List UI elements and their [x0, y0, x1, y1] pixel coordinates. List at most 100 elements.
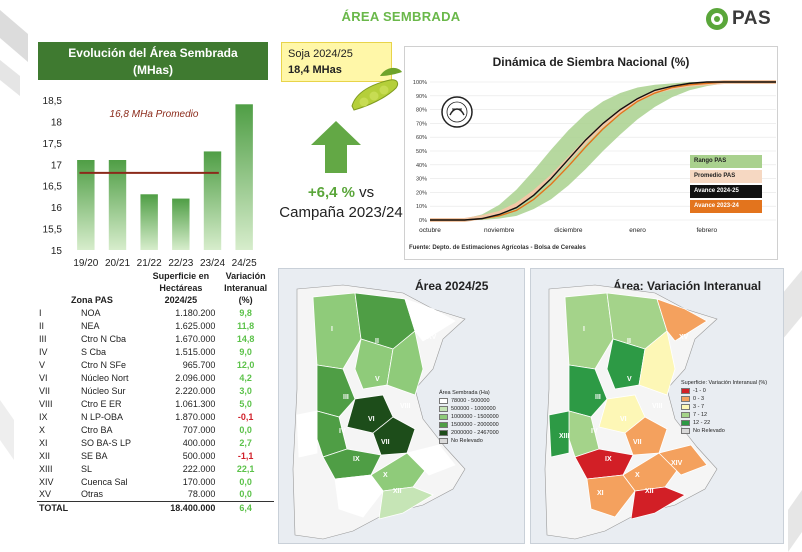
- table-row: X Ctro BA 707.000 0,0: [37, 423, 274, 436]
- table-row: I NOA 1.180.200 9,8: [37, 306, 274, 319]
- legend-swatch: [681, 404, 690, 410]
- cell-var: 3,0: [239, 385, 252, 396]
- cell-zona: NOA: [80, 307, 101, 318]
- cell-num: XIV: [39, 476, 54, 487]
- cell-num: VIII: [39, 398, 53, 409]
- map-zone-label: V: [627, 376, 632, 383]
- map-zone-label: IX: [605, 456, 612, 463]
- y-tick-label: 17: [51, 160, 63, 171]
- cell-sup: 1.870.000: [175, 411, 216, 422]
- x-tick-label: enero: [629, 227, 646, 234]
- cell-num: I: [39, 307, 42, 318]
- legend-swatch: [681, 428, 690, 434]
- decorative-chevrons-right: [782, 270, 802, 552]
- table-row: XII SE BA 500.000 -1,1: [37, 449, 274, 462]
- table-row: VIII Ctro E ER 1.061.300 5,0: [37, 397, 274, 410]
- legend-swatch: [439, 422, 448, 428]
- y-tick-label: 15: [51, 246, 63, 257]
- map-zone-label: IX: [353, 456, 360, 463]
- map-zone-label: VII: [381, 439, 390, 446]
- bar-21/22: [140, 194, 158, 250]
- map-zone-label: XII: [645, 488, 654, 495]
- map-zone-label: XIV: [671, 460, 683, 467]
- y-tick-label: 20%: [416, 190, 427, 196]
- map-zone-I: [564, 292, 614, 370]
- table-row: II NEA 1.625.000 11,8: [37, 319, 274, 332]
- pas-logo-text: PAS: [732, 8, 772, 29]
- cell-zona: Ctro BA: [80, 424, 113, 435]
- legend-label: 12 - 22: [693, 420, 711, 426]
- cell-sup: 18.400.000: [170, 502, 216, 513]
- map-zone-V: [606, 338, 646, 390]
- legend-label: -1 - 0: [693, 388, 706, 394]
- map-zone-XI: [586, 474, 636, 518]
- variation-value: +6,4 %: [307, 184, 355, 201]
- map-zone-XII: [378, 486, 434, 520]
- x-tick-label: 22/23: [168, 258, 193, 269]
- bar-chart-header: Evolución del Área Sembrada (MHas): [38, 42, 268, 80]
- map-area-title: Área 2024/25: [415, 279, 489, 293]
- table-row: VII Núcleo Sur 2.220.000 3,0: [37, 384, 274, 397]
- bar-19/20: [77, 160, 95, 250]
- y-tick-label: 50%: [416, 149, 427, 155]
- map-variation-legend-title: Superficie: Variación Interanual (%): [681, 380, 768, 386]
- legend-avance-2024-25: Avance 2024-25: [690, 185, 762, 198]
- cell-var: 0,0: [239, 476, 252, 487]
- y-tick-label: 30%: [416, 177, 427, 183]
- legend-avance-2023-24: Avance 2023-24: [690, 200, 762, 213]
- map-zone-XIII: [296, 410, 318, 458]
- map-zone-label: XV: [427, 334, 437, 341]
- variation-compare: Campaña 2023/24: [279, 204, 403, 221]
- pas-logo: PAS: [706, 8, 771, 30]
- map-zone-XIV: [658, 444, 708, 476]
- cell-var: 12,0: [236, 359, 255, 370]
- y-tick-label: 0%: [419, 218, 427, 224]
- map-legend-item: 0 - 3: [681, 395, 767, 403]
- legend-label: 1000000 - 1500000: [451, 414, 499, 420]
- map-area-legend-title: Área Sembrada (Ha): [439, 390, 490, 396]
- cell-var: 0,0: [239, 489, 252, 500]
- map-zone-label: XI: [345, 490, 352, 497]
- cell-sup: 1.180.200: [175, 307, 216, 318]
- cell-var: 9,8: [239, 307, 252, 318]
- cell-var: -1,1: [237, 450, 254, 461]
- map-zone-label: XII: [393, 488, 402, 495]
- map-zone-XIV: [406, 444, 456, 476]
- cell-zona: Otras: [80, 489, 103, 500]
- map-area-legend: Área Sembrada (Ha) 78000 - 500000 500000 …: [439, 389, 499, 445]
- x-tick-label: noviembre: [484, 227, 515, 234]
- map-variation-panel: Área: Variación Interanual (%) IIIIIIIVV…: [530, 268, 784, 544]
- map-legend-item: 7 - 12: [681, 411, 767, 419]
- map-zone-label: XV: [679, 334, 689, 341]
- cell-sup: 1.061.300: [175, 398, 216, 409]
- bar-chart-header-line1: Evolución del Área Sembrada: [68, 46, 238, 60]
- y-tick-label: 100%: [413, 80, 427, 86]
- cell-zona: Núcleo Sur: [80, 385, 126, 396]
- cell-sup: 1.515.000: [175, 346, 216, 357]
- cell-num: VII: [39, 385, 51, 396]
- table-row: III Ctro N Cba 1.670.000 14,8: [37, 332, 274, 345]
- soja-summary-box: Soja 2024/25 18,4 MHas: [281, 42, 392, 82]
- planting-dynamics-legend: Rango PAS Promedio PAS Avance 2024-25 Av…: [690, 155, 762, 215]
- legend-swatch: [681, 420, 690, 426]
- map-zone-IX: [574, 448, 634, 480]
- map-zone-XV: [656, 298, 708, 342]
- cell-num: XII: [39, 450, 51, 461]
- map-zone-III: [568, 364, 608, 418]
- x-tick-label: febrero: [696, 227, 717, 234]
- table-total-row: TOTAL 18.400.000 6,4: [37, 501, 274, 514]
- map-zone-I: [312, 292, 362, 370]
- map-zone-III: [316, 364, 356, 418]
- legend-rango-pas: Rango PAS: [690, 155, 762, 168]
- map-legend-item: 500000 - 1000000: [439, 405, 499, 413]
- bar-23/24: [203, 151, 222, 250]
- legend-swatch: [439, 430, 448, 436]
- x-tick-label: diciembre: [554, 227, 583, 234]
- cell-zona: SL: [80, 463, 92, 474]
- up-arrow-icon: [311, 121, 361, 173]
- variation-vs: vs: [359, 184, 375, 201]
- map-zone-label: III: [595, 394, 601, 401]
- cell-var: 5,0: [239, 398, 252, 409]
- map-zone-label: VI: [620, 416, 627, 423]
